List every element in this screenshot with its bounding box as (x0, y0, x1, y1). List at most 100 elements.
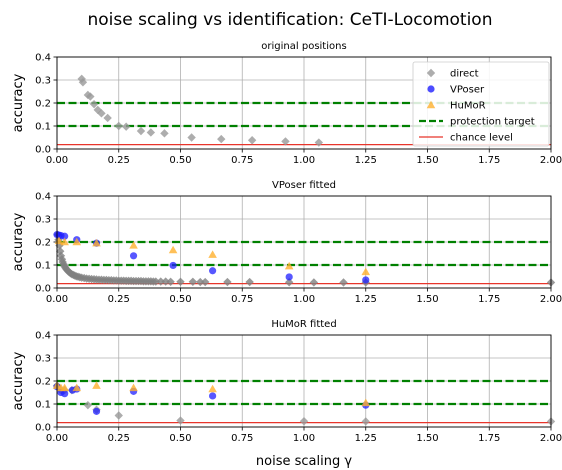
point-direct (223, 277, 232, 287)
point-direct (86, 92, 95, 101)
panels: original positions accuracy 0.00 0.25 0.50 0.… (11, 41, 562, 444)
panel-3: HuMoR fitted accuracy 0.00 0.25 0.50 0.75 1.00… (11, 319, 562, 444)
point-vposer (92, 407, 101, 415)
x-tick-label: 2.00 (540, 155, 562, 166)
y-tick-label: 0.0 (35, 145, 51, 156)
x-tick-label: 0.50 (169, 294, 191, 305)
legend-label: chance level (450, 133, 513, 144)
x-tick-label: 2.00 (540, 433, 562, 444)
point-direct (176, 416, 185, 425)
x-tick-label: 0.75 (231, 155, 253, 166)
point-direct (361, 417, 370, 426)
point-direct (156, 277, 165, 286)
point-humor (60, 237, 69, 246)
legend-swatch-humor (426, 100, 436, 109)
point-direct (97, 109, 106, 118)
legend-box (412, 61, 550, 147)
panel-2: VPoser fitted accuracy 0.00 0.25 0.50 0.75 1.0… (11, 180, 562, 305)
point-humor (168, 245, 178, 254)
point-direct (299, 417, 309, 426)
point-direct (114, 121, 123, 131)
panel-title: original positions (261, 41, 346, 52)
point-direct (121, 122, 131, 131)
x-tick-label: 0.50 (169, 155, 191, 166)
x-tick-label: 2.00 (540, 294, 562, 305)
point-direct (245, 277, 254, 287)
point-direct (114, 411, 123, 420)
point-vposer (169, 261, 177, 270)
y-tick-label: 0.2 (35, 99, 51, 110)
panel-title: HuMoR fitted (271, 319, 336, 330)
x-tick-label: 1.75 (478, 433, 500, 444)
y-tick-label: 0.0 (35, 284, 51, 295)
point-humor (72, 383, 82, 392)
y-tick-label: 0.3 (35, 215, 51, 226)
y-tick-label: 0.4 (35, 53, 51, 64)
y-tick-label: 0.4 (35, 331, 51, 342)
point-direct (217, 134, 226, 144)
point-direct (339, 278, 348, 287)
x-tick-label: 0.25 (108, 433, 130, 444)
x-tick-label: 0.25 (108, 155, 130, 166)
y-tick-label: 0.0 (35, 423, 51, 434)
point-direct (314, 138, 324, 147)
x-tick-label: 0.00 (46, 294, 68, 305)
x-tick-label: 1.00 (293, 155, 315, 166)
point-direct (281, 137, 290, 146)
point-humor (72, 237, 82, 246)
point-direct (160, 129, 169, 138)
legend-swatch-direct (426, 68, 436, 78)
point-direct (201, 277, 210, 287)
point-direct (151, 277, 160, 286)
point-vposer (209, 267, 217, 275)
x-tick-label: 1.50 (416, 294, 438, 305)
point-vposer (129, 252, 138, 260)
y-tick-label: 0.4 (35, 192, 51, 203)
y-axis-label: accuracy (11, 351, 26, 410)
x-tick-label: 0.50 (169, 433, 191, 444)
point-direct (93, 105, 102, 115)
point-direct (176, 277, 185, 286)
point-direct (161, 277, 170, 286)
point-direct (103, 113, 112, 123)
axes-frame (56, 56, 552, 150)
x-tick-label: 0.75 (231, 433, 253, 444)
point-humor (361, 267, 371, 276)
point-vposer (285, 273, 293, 281)
axes-frame (56, 334, 552, 428)
x-tick-label: 1.25 (355, 155, 377, 166)
legend-label: protection target (450, 117, 535, 128)
figure-title: noise scaling vs identification: CeTI-Lo… (88, 10, 493, 30)
point-humor (129, 241, 138, 249)
legend-label: VPoser (450, 85, 485, 96)
point-humor (129, 383, 138, 392)
y-tick-label: 0.3 (35, 76, 51, 87)
point-vposer (209, 392, 217, 400)
legend-swatch-vposer (427, 85, 435, 93)
axes-frame (56, 195, 552, 289)
point-direct (188, 277, 198, 286)
x-tick-label: 1.00 (293, 433, 315, 444)
legend-label: HuMoR (450, 101, 486, 112)
point-direct (77, 74, 86, 84)
y-axis-label: accuracy (11, 73, 26, 132)
point-humor (60, 383, 69, 392)
point-direct (83, 400, 93, 410)
point-humor (208, 384, 217, 393)
point-humor (92, 381, 101, 389)
x-tick-label: 1.50 (416, 155, 438, 166)
point-direct (187, 133, 196, 142)
legend-label: direct (450, 69, 479, 80)
point-vposer (61, 232, 69, 240)
panel-title: VPoser fitted (272, 180, 336, 191)
x-tick-label: 1.25 (355, 433, 377, 444)
x-tick-label: 0.25 (108, 294, 130, 305)
y-axis-label: accuracy (11, 212, 26, 271)
point-vposer (362, 276, 370, 284)
x-tick-label: 1.50 (416, 433, 438, 444)
y-tick-label: 0.2 (35, 377, 51, 388)
point-direct (309, 278, 319, 287)
x-tick-label: 0.75 (231, 294, 253, 305)
x-tick-label: 0.00 (46, 433, 68, 444)
